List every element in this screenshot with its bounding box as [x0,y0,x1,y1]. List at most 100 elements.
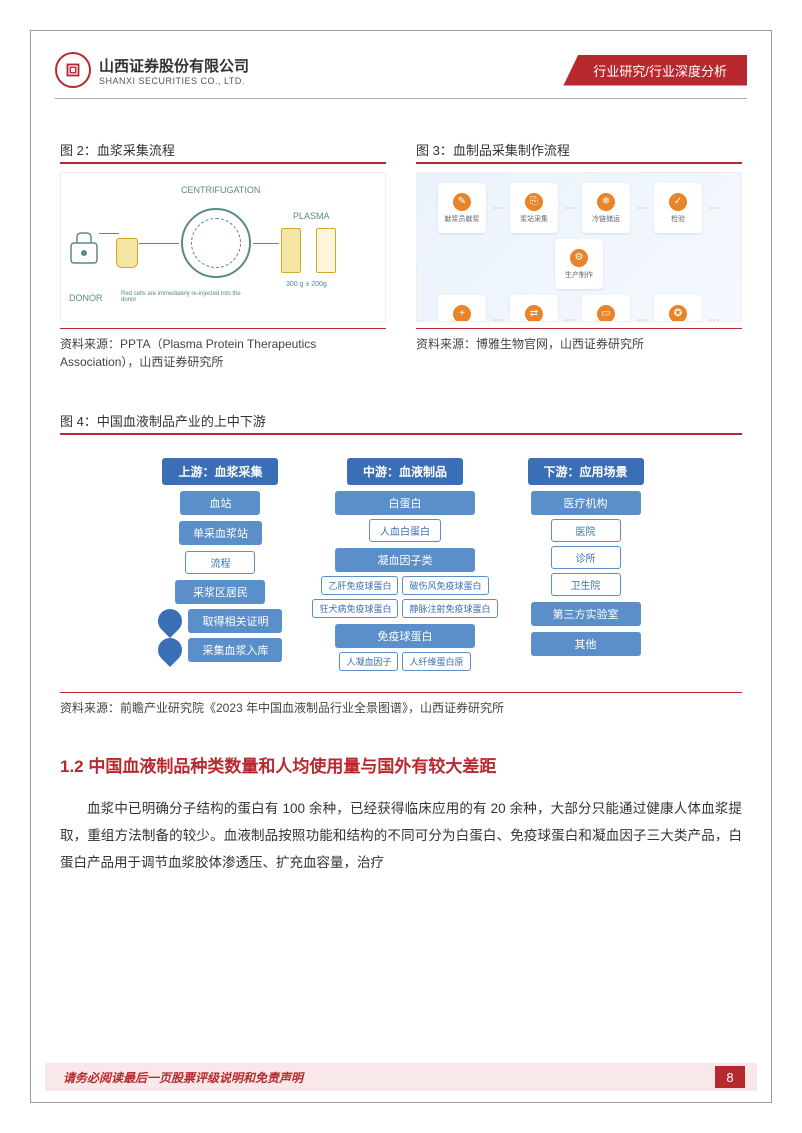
mid-item: 破伤风免疫球蛋白 [402,576,488,595]
fig4-upstream: 上游：血浆采集 血站 单采血浆站 流程 采浆区居民 取得相关证明 [158,458,282,662]
dots-separator: ⋯ [492,295,504,322]
figure-2-rule [60,162,386,164]
label-centrifugation: CENTRIFUGATION [181,185,260,195]
mid-title: 免疫球蛋白 [335,624,475,648]
down-title: 医疗机构 [531,491,641,515]
figure-2-title: 图 2：血浆采集流程 [60,140,386,159]
figure-2-source: 资料来源：PPTA（Plasma Protein Therapeutics As… [60,328,386,371]
flow-arrow-icon [153,633,187,667]
page-footer: 请务必阅读最后一页股票评级说明和免责声明 8 [45,1063,757,1091]
fig4-midstream: 中游：血液制品 白蛋白 人血白蛋白 凝血因子类 乙肝免疫球蛋白 破伤风免疫球蛋白… [312,458,497,671]
figure-4-block: 图 4：中国血液制品产业的上中下游 上游：血浆采集 血站 单采血浆站 流程 采浆… [60,411,742,717]
step-icon: ⚙ [570,249,588,267]
dots-separator: ⋯ [636,295,648,322]
figure-row-1: 图 2：血浆采集流程 CENTRIFUGATION PLASMA DONOR R… [60,140,742,371]
figure-4-source: 资料来源：前瞻产业研究院《2023 年中国血液制品行业全景图谱》，山西证券研究所 [60,692,742,717]
logo-block: 山西证券股份有限公司 SHANXI SECURITIES CO., LTD. [55,52,249,88]
figure-2-diagram: CENTRIFUGATION PLASMA DONOR Red cells ar… [60,172,386,322]
mid-group-1: 白蛋白 人血白蛋白 [335,491,475,542]
down-item: 卫生院 [551,573,621,596]
mid-item: 狂犬病免疫球蛋白 [312,599,398,618]
section-1-2-heading: 1.2 中国血液制品种类数量和人均使用量与国外有较大差距 [60,752,742,777]
step-label: 浆站采集 [520,214,548,224]
dots-separator: ⋯ [564,295,576,322]
section-1-2-body: 血浆中已明确分子结构的蛋白有 100 余种，已经获得临床应用的有 20 余种，大… [60,795,742,876]
mid-title: 凝血因子类 [335,548,475,572]
mid-pair: 乙肝免疫球蛋白 破伤风免疫球蛋白 [321,576,488,595]
step-label: 检验 [671,214,685,224]
company-name-en: SHANXI SECURITIES CO., LTD. [99,76,249,86]
step-icon: ▭ [597,305,615,323]
fig3-step: ✪国家批签发 [654,295,702,322]
figure-4-rule [60,433,742,435]
mid-item: 静脉注射免疫球蛋白 [402,599,497,618]
flow-step: 采浆区居民 [175,580,265,604]
label-plasma: PLASMA [293,211,330,221]
logo-text: 山西证券股份有限公司 SHANXI SECURITIES CO., LTD. [99,55,249,86]
down-group-1: 医疗机构 医院 诊所 卫生院 [531,491,641,596]
label-vol: 300 g ± 200g [286,281,327,288]
down-item: 医院 [551,519,621,542]
step-icon: ✓ [669,193,687,211]
flow-arrow-icon [153,604,187,638]
mid-pair: 狂犬病免疫球蛋白 静脉注射免疫球蛋白 [312,599,497,618]
dots-separator: ⋯ [564,183,576,233]
plasma-bottle-1-icon [281,228,301,273]
step-icon: ✪ [669,305,687,323]
step-label: 献浆员献浆 [445,214,480,224]
label-note: Red cells are immediately re-injected in… [121,291,251,303]
figure-3-col: 图 3：血制品采集制作流程 ✎ 献浆员献浆 ⋯ ⎘ 浆站采集 ⋯ ❄ 冷链储运 ⋯ ✓ 检验 ⋯ ⚙ 生产… [416,140,742,371]
fig3-step: ⚙ 生产制作 [555,239,603,289]
label-donor: DONOR [69,293,103,303]
mid-item: 人凝血因子 [339,652,398,671]
connector-line [253,243,279,244]
fig3-step: ⎘ 浆站采集 [510,183,558,233]
step-icon: ⎘ [525,193,543,211]
upstream-header: 上游：血浆采集 [162,458,278,485]
upstream-item: 血站 [180,491,260,515]
fig3-step: +医院 [438,295,486,322]
connector-line [139,243,179,244]
figure-4-title: 图 4：中国血液制品产业的上中下游 [60,411,742,430]
upstream-item: 单采血浆站 [179,521,262,545]
step-icon: ⇄ [525,305,543,323]
mid-item: 人纤维蛋白原 [402,652,470,671]
step-label: 冷链储运 [592,214,620,224]
fig3-row1: ✎ 献浆员献浆 ⋯ ⎘ 浆站采集 ⋯ ❄ 冷链储运 ⋯ ✓ 检验 ⋯ ⚙ 生产制作 [427,183,731,289]
company-logo-icon [55,52,91,88]
downstream-header: 下游：应用场景 [528,458,644,485]
header-banner: 行业研究/行业深度分析 [563,55,747,86]
step-label: 生产制作 [565,270,593,280]
company-name-cn: 山西证券股份有限公司 [99,55,249,76]
fig3-step: ⇄商业分销 [510,295,558,322]
figure-3-title: 图 3：血制品采集制作流程 [416,140,742,159]
dots-separator: ⋯ [636,183,648,233]
mid-item: 乙肝免疫球蛋白 [321,576,398,595]
step-icon: ✎ [453,193,471,211]
content-area: 图 2：血浆采集流程 CENTRIFUGATION PLASMA DONOR R… [60,140,742,876]
flow-step: 取得相关证明 [188,609,282,633]
down-item: 第三方实验室 [531,602,641,626]
figure-3-rule [416,162,742,164]
fig4-downstream: 下游：应用场景 医疗机构 医院 诊所 卫生院 第三方实验室 其他 [528,458,644,656]
dots-separator: ⋯ [708,183,720,233]
upstream-item: 流程 [185,551,255,574]
connector-line [99,233,119,234]
figure-3-source: 资料来源：博雅生物官网，山西证券研究所 [416,328,742,353]
fig3-step: ✎ 献浆员献浆 [438,183,486,233]
fig4-columns: 上游：血浆采集 血站 单采血浆站 流程 采浆区居民 取得相关证明 [70,458,732,671]
step-icon: ❄ [597,193,615,211]
fig3-step: ✓ 检验 [654,183,702,233]
fig3-row2: +医院⋯⇄商业分销⋯▭储藏运输⋯✪国家批签发⋯◉质量检测 [427,295,731,322]
flow-step: 采集血浆入库 [188,638,282,662]
blood-bag-icon [116,238,138,268]
plasma-bottle-2-icon [316,228,336,273]
page-number: 8 [715,1066,745,1088]
header-rule [55,98,747,99]
centrifuge-icon [181,208,251,278]
figure-2-col: 图 2：血浆采集流程 CENTRIFUGATION PLASMA DONOR R… [60,140,386,371]
fig3-step: ❄ 冷链储运 [582,183,630,233]
dots-separator: ⋯ [492,183,504,233]
midstream-header: 中游：血液制品 [347,458,463,485]
down-item: 诊所 [551,546,621,569]
